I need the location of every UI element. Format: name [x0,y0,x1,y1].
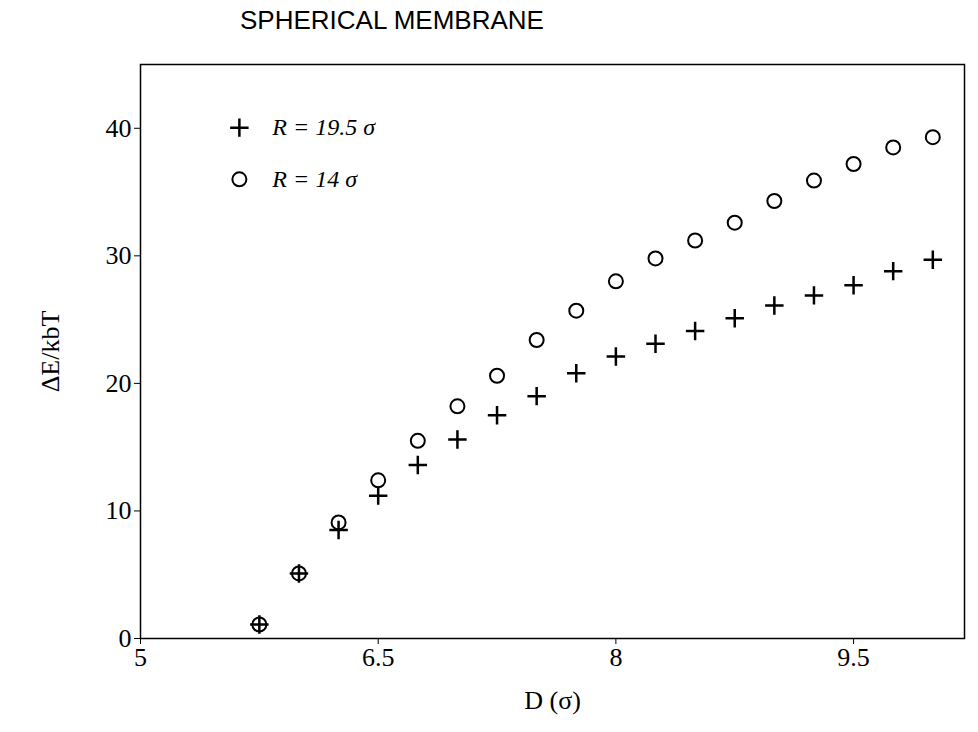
svg-text:20: 20 [106,369,132,398]
svg-text:0: 0 [119,624,132,653]
svg-text:ΔE/kbT: ΔE/kbT [36,311,65,393]
svg-text:D (σ): D (σ) [524,686,581,715]
svg-text:30: 30 [106,241,132,270]
svg-text:R = 14 σ: R = 14 σ [271,166,358,192]
svg-text:5: 5 [134,643,147,672]
svg-text:8: 8 [609,643,622,672]
svg-text:9.5: 9.5 [837,643,870,672]
html-text:SPHERICAL MEMBRANE: SPHERICAL MEMBRANE [240,5,544,35]
svg-text:R = 19.5 σ: R = 19.5 σ [271,114,376,140]
svg-text:40: 40 [106,114,132,143]
svg-text:6.5: 6.5 [362,643,395,672]
svg-text:10: 10 [106,496,132,525]
